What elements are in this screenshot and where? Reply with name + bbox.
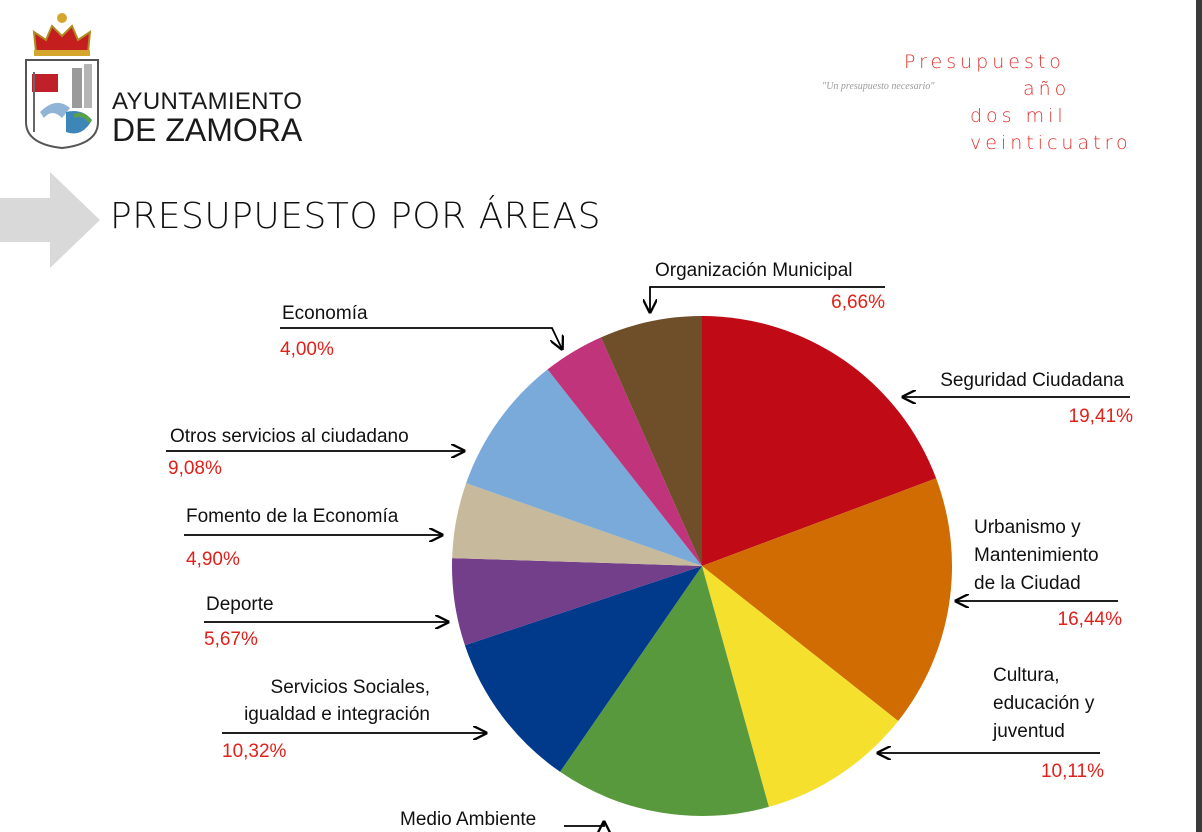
budget-title-line4: veinticuatro [970, 132, 1132, 154]
slice-label: de la Ciudad [974, 573, 1081, 594]
slice-label: igualdad e integración [244, 704, 430, 725]
window-edge [1196, 0, 1202, 832]
slice-label: Cultura, [993, 665, 1060, 686]
slice-label: Deporte [206, 594, 274, 615]
slice-percent-label: 4,00% [280, 339, 334, 360]
pie-slice [452, 483, 702, 566]
decorative-arrow-icon [0, 172, 100, 268]
slice-label: Fomento de la Economía [186, 506, 399, 527]
slice-percent-label: 19,41% [1069, 406, 1134, 427]
pie-slice [600, 316, 702, 566]
label-connector-arrow [564, 822, 604, 826]
pie-slice [702, 566, 899, 807]
slice-percent-label: 5,67% [204, 629, 258, 650]
pie-slice [452, 558, 702, 646]
slice-label: juventud [992, 721, 1065, 742]
pie-slice [702, 316, 937, 566]
slice-percent-label: 4,90% [186, 549, 240, 570]
org-name-line2: DE ZAMORA [112, 112, 303, 148]
pie-slice [464, 566, 702, 772]
slice-label: Medio Ambiente [400, 809, 536, 830]
pie-slice [702, 478, 953, 721]
slice-label: Economía [282, 303, 368, 324]
budget-motto: "Un presupuesto necesario" [822, 81, 935, 92]
pie-slice [547, 337, 702, 566]
slice-label: educación y [993, 693, 1095, 714]
label-connector-arrow [650, 286, 885, 312]
budget-title-line3: dos mil [970, 105, 1067, 127]
pie-slice [560, 566, 769, 816]
page-title: PRESUPUESTO POR ÁREAS [110, 196, 601, 237]
slice-label: Urbanismo y [974, 517, 1081, 538]
label-connector-arrow [280, 327, 562, 349]
slice-percent-label: 9,08% [168, 458, 222, 479]
slice-percent-label: 10,32% [222, 741, 287, 762]
slice-label: Mantenimiento [974, 545, 1099, 566]
coat-of-arms-logo [22, 12, 102, 152]
org-name-line1: AYUNTAMIENTO [112, 88, 303, 115]
slice-label: Servicios Sociales, [271, 677, 430, 698]
slice-percent-label: 10,11% [1041, 761, 1104, 782]
slice-label: Otros servicios al ciudadano [170, 426, 409, 447]
budget-title-line1: Presupuesto [904, 51, 1065, 73]
slice-label: Organización Municipal [655, 260, 853, 281]
slice-percent-label: 6,66% [831, 292, 885, 313]
slice-percent-label: 16,44% [1058, 609, 1123, 630]
slice-label: Seguridad Ciudadana [940, 370, 1124, 391]
pie-slice [466, 369, 702, 566]
budget-title-line2: año [1023, 78, 1071, 100]
